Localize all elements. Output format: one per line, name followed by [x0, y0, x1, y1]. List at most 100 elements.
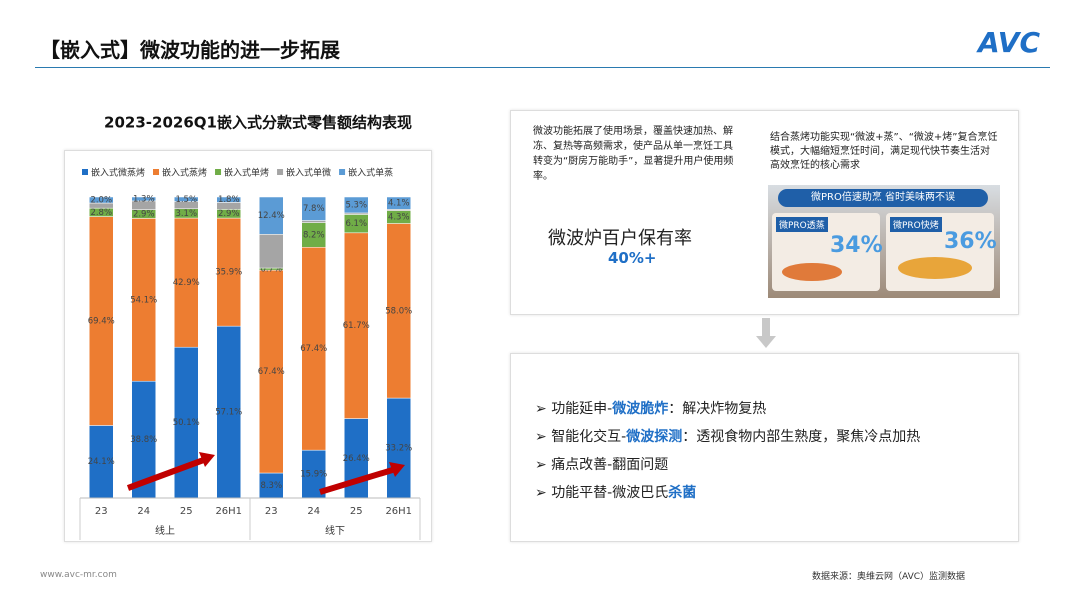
- group-label: 线上: [155, 524, 175, 537]
- x-tick-label: 25: [180, 506, 193, 517]
- value-label: 2.9%: [133, 210, 155, 220]
- feature-box: [510, 353, 1019, 542]
- x-tick-label: 23: [95, 506, 108, 517]
- bullet-marker: ➢: [535, 401, 552, 417]
- bar-segment: [301, 220, 326, 223]
- bullet-marker: ➢: [535, 457, 552, 473]
- value-label: 54.1%: [130, 295, 157, 305]
- bar-segment: [216, 196, 241, 203]
- trend-arrow-head: [199, 452, 215, 467]
- footer-source: 数据来源：奥维云网（AVC）监测数据: [812, 572, 966, 582]
- slide-title: 【嵌入式】微波功能的进一步拓展: [40, 38, 340, 62]
- bullet-text: 微波探测: [626, 429, 683, 445]
- bar-segment: [386, 223, 411, 399]
- legend-label: 嵌入式蒸烤: [162, 167, 207, 179]
- trend-arrow: [126, 455, 211, 491]
- product-image: 微PRO倍速助烹 省时美味两不误 微PRO透蒸 微PRO快烤 34% 36%: [768, 185, 1000, 298]
- value-label: 5.3%: [345, 200, 367, 210]
- bar-segment: [301, 222, 326, 248]
- logo: AVC: [978, 26, 1040, 59]
- legend-swatch: [215, 169, 222, 175]
- value-label: 26.4%: [343, 454, 370, 464]
- trend-arrow: [319, 465, 400, 495]
- bar-segment: [131, 218, 156, 382]
- value-label: 15.9%: [300, 470, 327, 480]
- bullet-text: 功能平替-微波巴氏: [551, 485, 669, 501]
- value-label: 2.0%: [90, 196, 112, 206]
- value-label: 50.1%: [173, 418, 200, 428]
- bar-segment: [89, 196, 114, 204]
- bullet: ➢ 智能化交互-微波探测：透视食物内部生熟度，聚焦冷点加热: [535, 426, 920, 446]
- image-food: [782, 263, 842, 281]
- x-tick-label: 26H1: [385, 506, 412, 517]
- group-label: 线下: [325, 524, 345, 537]
- bullet-text: ：透视食物内部生熟度，聚焦冷点加热: [682, 429, 921, 445]
- value-label: 3.1%: [175, 209, 197, 219]
- value-label: 67.4%: [300, 344, 327, 354]
- value-label: 67.4%: [258, 367, 285, 377]
- legend-swatch: [277, 169, 284, 175]
- value-label: 57.1%: [215, 408, 242, 418]
- x-tick-label: 26H1: [215, 506, 242, 517]
- legend-label: 嵌入式微蒸烤: [91, 167, 145, 179]
- header-rule: [35, 67, 1050, 68]
- bar-segment: [386, 196, 411, 210]
- bullet: ➢ 功能延申-微波脆炸：解决炸物复热: [535, 398, 766, 418]
- value-label: 0.7%: [260, 265, 282, 275]
- bullet-text: 杀菌: [668, 485, 697, 501]
- bullet-text: 功能延申-: [551, 401, 613, 417]
- value-label: 69.4%: [88, 317, 115, 327]
- bullet-text: 微波脆炸: [612, 401, 669, 417]
- value-label: 1.5%: [175, 195, 197, 205]
- value-label: 2.8%: [90, 208, 112, 218]
- image-pct: 34%: [830, 233, 883, 258]
- info-text: 结合蒸烤功能实现“微波+蒸”、“微波+烤”复合烹饪模式，大幅缩短烹饪时间，满足现…: [770, 132, 998, 171]
- image-banner: 微PRO倍速助烹 省时美味两不误: [778, 189, 988, 207]
- value-label: 7.8%: [303, 204, 325, 214]
- value-label: 61.7%: [343, 321, 370, 331]
- value-label: 2.9%: [218, 209, 240, 219]
- bar-segment: [259, 234, 284, 269]
- bar-segment: [174, 196, 199, 202]
- x-tick-label: 25: [350, 506, 363, 517]
- bar-segment: [216, 325, 241, 499]
- bar-segment: [344, 196, 369, 214]
- value-label: 35.9%: [215, 268, 242, 278]
- image-food: [898, 257, 972, 279]
- value-label: 33.2%: [385, 444, 412, 454]
- value-label: 42.9%: [173, 278, 200, 288]
- value-label: 4.1%: [388, 199, 410, 209]
- x-tick-label: 23: [265, 506, 278, 517]
- bullet: ➢ 痛点改善-翻面问题: [535, 454, 668, 474]
- x-tick-label: 24: [307, 506, 320, 517]
- legend-label: 嵌入式单微: [286, 167, 331, 179]
- legend-swatch: [82, 169, 88, 175]
- footer-site: www.avc-mr.com: [40, 570, 117, 580]
- bar-segment: [259, 196, 284, 235]
- value-label: 8.3%: [260, 481, 282, 491]
- image-pct: 36%: [944, 229, 997, 254]
- value-label: 38.8%: [130, 435, 157, 445]
- bar-segment: [89, 216, 114, 426]
- bar-segment: [174, 217, 199, 348]
- bullet-text: 智能化交互-: [551, 429, 627, 445]
- bullet-text: ：解决炸物复热: [668, 401, 767, 417]
- bullet: ➢ 功能平替-微波巴氏杀菌: [535, 482, 696, 502]
- legend-swatch: [339, 169, 346, 175]
- value-label: 1.3%: [133, 194, 155, 204]
- value-label: 4.3%: [388, 213, 410, 223]
- value-label: 24.1%: [88, 457, 115, 467]
- legend-label: 嵌入式单烤: [224, 167, 269, 179]
- bar-segment: [131, 196, 156, 202]
- bar-segment: [301, 196, 326, 221]
- image-tag: 微PRO透蒸: [776, 217, 828, 232]
- image-tag: 微PRO快烤: [890, 217, 942, 232]
- trend-arrow-head: [389, 462, 405, 477]
- bar-segment: [301, 247, 326, 451]
- metric-value: 40%+: [608, 249, 657, 267]
- x-tick-label: 24: [137, 506, 150, 517]
- legend-swatch: [153, 169, 160, 175]
- bar-segment: [131, 380, 156, 499]
